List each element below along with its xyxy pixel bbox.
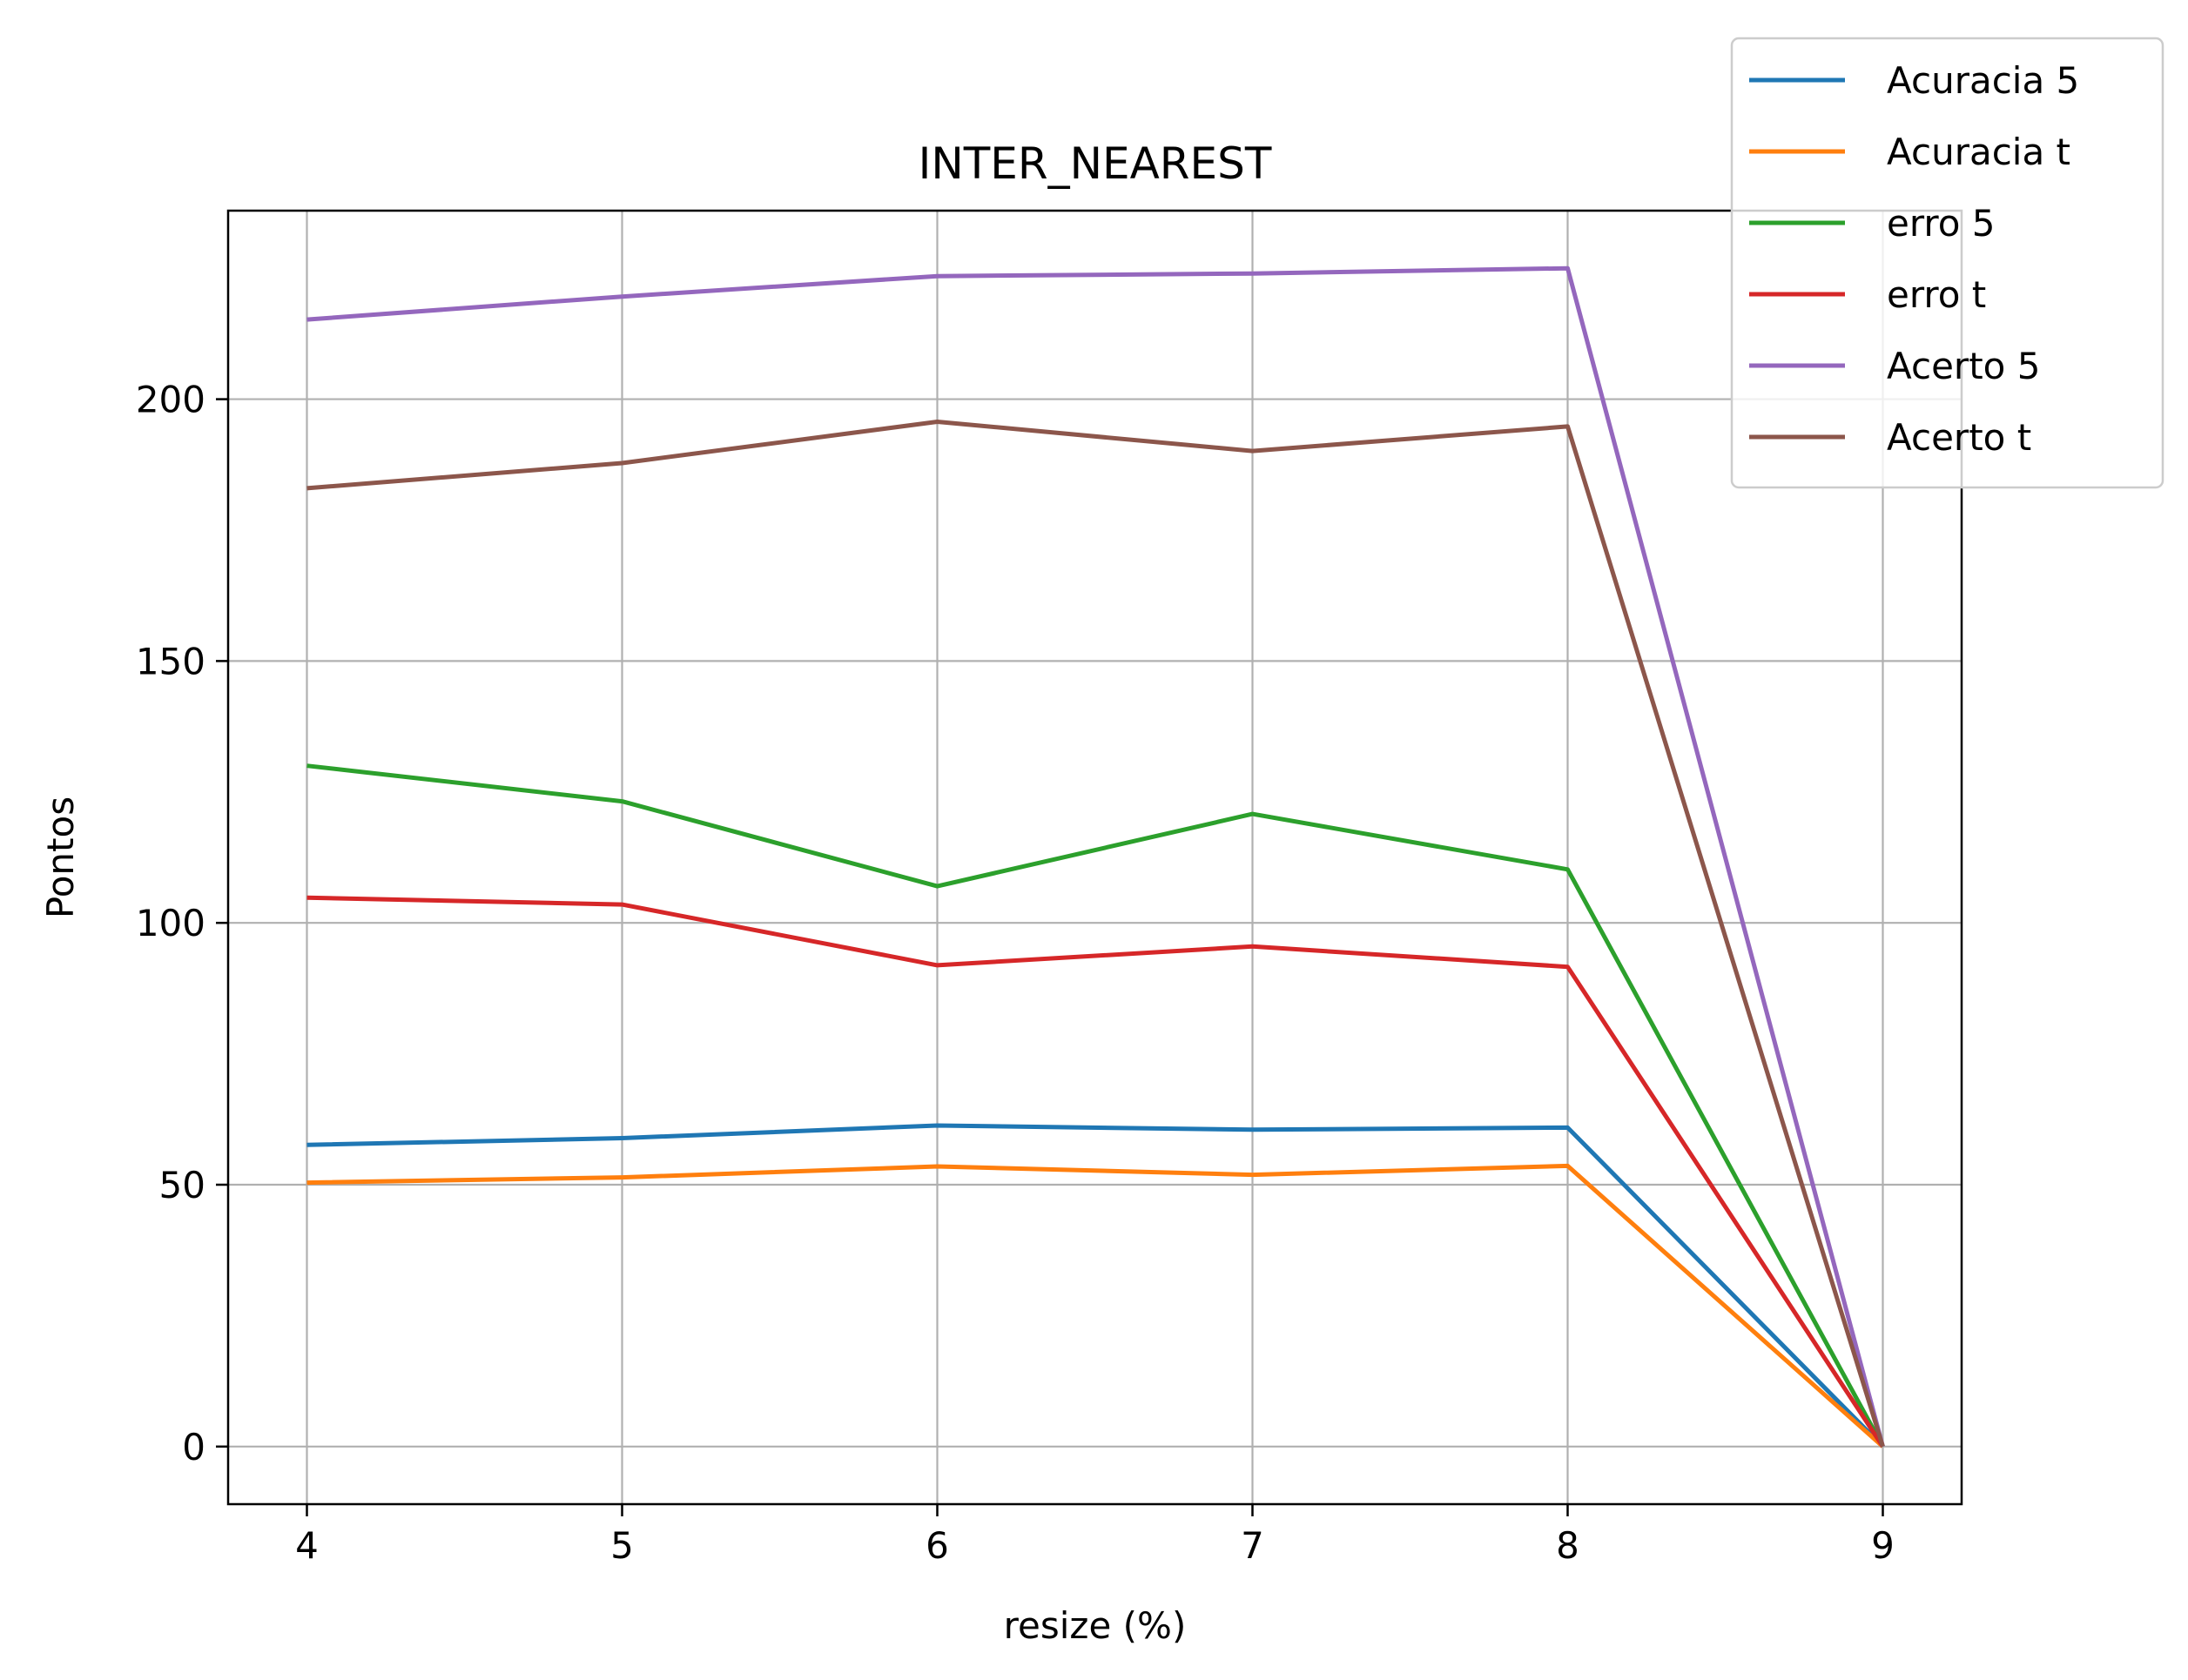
- legend-label-acuracia-t: Acuracia t: [1887, 131, 2070, 173]
- y-axis-label: Pontos: [39, 796, 82, 918]
- legend-label-erro-t: erro t: [1887, 273, 1986, 316]
- chart-title: INTER_NEAREST: [919, 138, 1272, 189]
- y-tick-label: 150: [136, 640, 205, 682]
- legend-label-acerto-5: Acerto 5: [1887, 345, 2040, 387]
- legend-label-acuracia-5: Acuracia 5: [1887, 59, 2079, 102]
- x-tick-label: 7: [1241, 1524, 1264, 1567]
- legend-label-acerto-t: Acerto t: [1887, 416, 2031, 459]
- series-line-acerto-t: [306, 420, 1885, 1448]
- axes-frame: [226, 209, 1963, 1506]
- series-line-erro-t: [306, 895, 1885, 1448]
- y-tick-label: 50: [159, 1164, 205, 1206]
- x-tick-label: 9: [1871, 1524, 1895, 1567]
- series-lines: [306, 265, 1885, 1448]
- x-tick-label: 5: [610, 1524, 634, 1567]
- y-tick-label: 0: [182, 1426, 205, 1468]
- y-tick-label: 100: [136, 902, 205, 944]
- x-tick-label: 4: [295, 1524, 319, 1567]
- ticks: 4 5 6 7 8 9 0 50 100 150 200: [136, 379, 1895, 1567]
- x-tick-label: 8: [1556, 1524, 1579, 1567]
- series-line-erro-5: [306, 763, 1885, 1448]
- x-axis-label: resize (%): [1004, 1604, 1187, 1647]
- series-line-acuracia-5: [306, 1123, 1885, 1448]
- series-line-acerto-5: [306, 265, 1885, 1448]
- series-line-acuracia-t: [306, 1163, 1885, 1448]
- legend-label-erro-5: erro 5: [1887, 202, 1995, 245]
- x-tick-label: 6: [926, 1524, 949, 1567]
- legend: Acuracia 5 Acuracia t erro 5 erro t Acerto 5…: [1730, 37, 2164, 489]
- y-tick-label: 200: [136, 379, 205, 421]
